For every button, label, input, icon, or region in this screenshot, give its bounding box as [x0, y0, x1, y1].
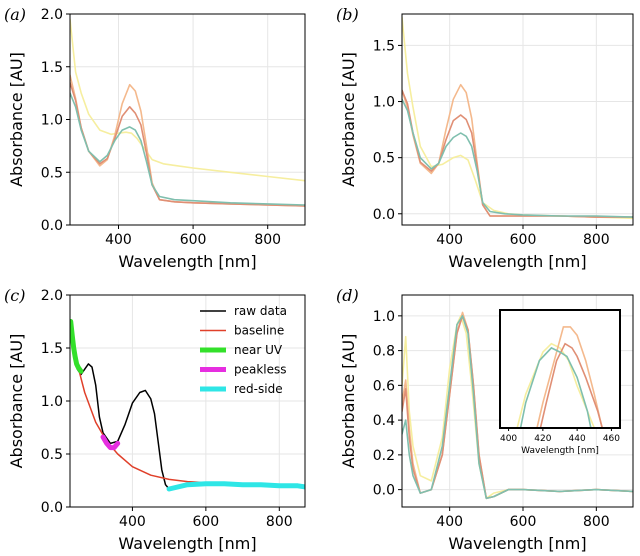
panel-3: 400 600 800 0.0 0.5 1.0 1.5 2.0 Wavelength [nm] A…: [4, 286, 306, 553]
series-line-4: [70, 92, 305, 206]
panel-label: (d): [336, 286, 359, 305]
grid: [402, 14, 633, 225]
y-tick-label: 1.5: [373, 38, 395, 54]
inset-frame: [499, 309, 621, 429]
series-line-1: [402, 16, 633, 220]
x-tick-label: 400: [436, 232, 463, 248]
x-tick-label: 400: [436, 514, 463, 530]
legend-entry: red-side: [234, 382, 283, 396]
y-tick-label: 1.0: [373, 309, 395, 325]
inset: 400 420 440 460 Wavelength [nm]: [499, 309, 621, 456]
y-tick-label: 0.0: [41, 500, 63, 516]
series-line-2: [70, 74, 305, 207]
y-tick-label: 0.0: [373, 483, 395, 499]
x-tick-label: 800: [583, 514, 610, 530]
inset-x-tick-label: 400: [500, 434, 517, 444]
series-line-3: [70, 319, 84, 374]
legend-entry: peakless: [234, 363, 287, 377]
panel-1: 400 600 800 0.0 0.5 1.0 1.5 2.0 Wavelength [nm] A…: [4, 5, 306, 271]
inset-x-axis-label: Wavelength [nm]: [521, 446, 599, 456]
legend-entry: raw data: [234, 304, 287, 318]
x-tick-label: 600: [510, 514, 537, 530]
series-line-4: [100, 434, 121, 451]
y-tick-label: 0.0: [373, 207, 395, 223]
y-tick-label: 1.0: [373, 95, 395, 111]
x-tick-label: 400: [105, 232, 132, 248]
y-tick-label: 1.5: [41, 341, 63, 357]
y-tick-label: 1.0: [41, 113, 63, 129]
x-axis-label: Wavelength [nm]: [448, 252, 586, 271]
y-axis-label: Absorbance [AU]: [339, 334, 358, 469]
series-line-3: [402, 89, 633, 218]
y-tick-label: 2.0: [41, 288, 63, 304]
x-tick-label: 800: [254, 232, 281, 248]
panel-4: 400 600 800 0.0 0.2 0.4 0.6 0.8 1.0 Wavelength [n…: [336, 286, 634, 553]
panel-2: 400 600 800 0.0 0.5 1.0 1.5 Wavelength [nm] Abso…: [336, 5, 634, 271]
y-tick-label: 0.5: [41, 447, 63, 463]
inset-x-tick-label: 460: [603, 434, 620, 444]
y-tick-label: 0.0: [41, 218, 63, 234]
y-tick-label: 1.5: [41, 60, 63, 76]
x-axis-label: Wavelength [nm]: [118, 252, 256, 271]
y-tick-label: 2.0: [41, 7, 63, 23]
inset-x-tick-label: 420: [534, 434, 551, 444]
series-line-5: [166, 481, 305, 492]
grid: [70, 13, 305, 226]
series-line-4: [402, 98, 633, 218]
x-tick-label: 800: [583, 232, 610, 248]
series-line-3: [70, 81, 305, 207]
x-axis-label: Wavelength [nm]: [448, 534, 586, 553]
panel-label: (c): [4, 286, 25, 305]
y-axis-label: Absorbance [AU]: [7, 334, 26, 469]
inset-series-line-2: [536, 326, 603, 428]
y-tick-label: 1.0: [41, 394, 63, 410]
legend: raw data baseline near UV peakless red-side: [200, 304, 287, 396]
axes-frame: [401, 13, 634, 226]
legend-entry: near UV: [234, 343, 283, 357]
panel-label: (b): [336, 5, 359, 24]
series-line-4: [402, 315, 633, 500]
y-tick-label: 0.5: [373, 151, 395, 167]
x-axis-label: Wavelength [nm]: [118, 534, 256, 553]
y-tick-label: 0.5: [41, 165, 63, 181]
y-tick-label: 0.8: [373, 344, 395, 360]
y-tick-label: 0.2: [373, 448, 395, 464]
series-line-1: [70, 18, 305, 182]
y-axis-label: Absorbance [AU]: [339, 52, 358, 187]
y-axis-label: Absorbance [AU]: [7, 52, 26, 187]
panel-label: (a): [4, 5, 26, 24]
series-line-2: [402, 83, 633, 218]
x-tick-label: 600: [180, 232, 207, 248]
x-tick-label: 800: [266, 514, 293, 530]
x-tick-label: 400: [119, 514, 146, 530]
y-tick-label: 0.4: [373, 413, 395, 429]
legend-entry: baseline: [234, 324, 284, 338]
x-tick-label: 600: [510, 232, 537, 248]
y-tick-label: 0.6: [373, 378, 395, 394]
axes-frame: [401, 294, 634, 508]
inset-series-line-4: [519, 346, 592, 428]
x-tick-label: 600: [192, 514, 219, 530]
inset-series-line-3: [539, 342, 604, 428]
inset-x-tick-label: 440: [569, 434, 586, 444]
